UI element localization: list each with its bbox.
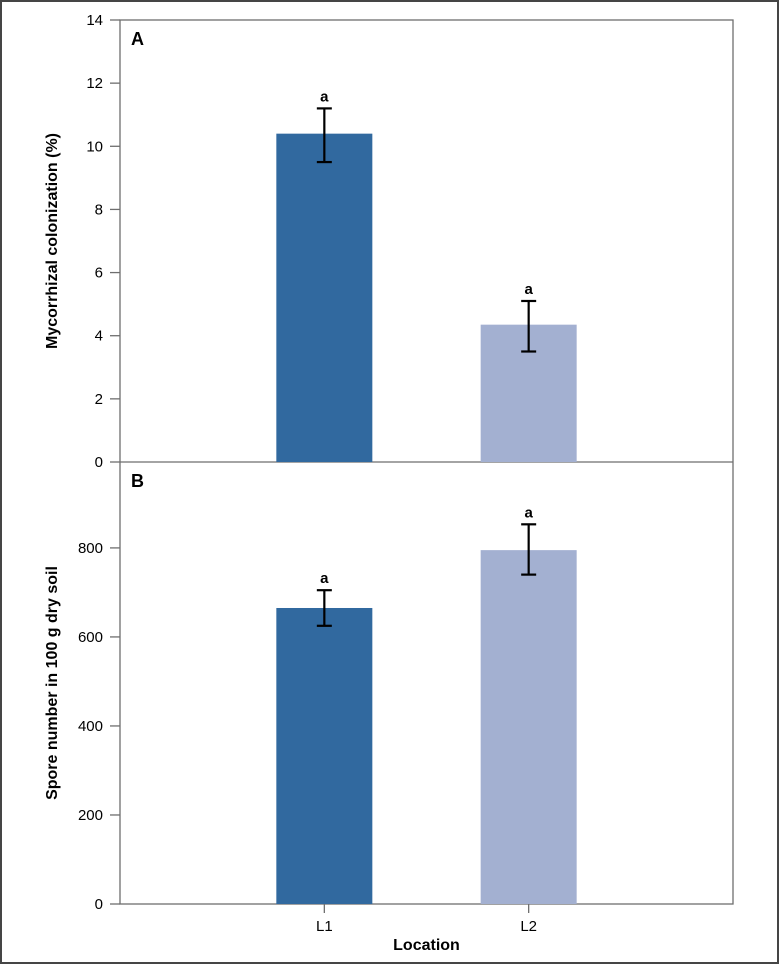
y-axis-title: Mycorrhizal colonization (%): [44, 133, 61, 349]
y-axis-tick-label: 800: [78, 540, 103, 557]
y-axis-tick-label: 0: [95, 896, 103, 913]
y-axis-tick-label: 2: [95, 391, 103, 408]
x-axis-title: Location: [393, 937, 460, 954]
bar-B-L2: [480, 550, 577, 904]
y-axis-tick-label: 400: [78, 718, 103, 735]
y-axis-tick-label: 200: [78, 807, 103, 824]
y-axis-tick-label: 12: [86, 75, 103, 92]
y-axis-tick-label: 0: [95, 454, 103, 471]
y-axis-title: Spore number in 100 g dry soil: [44, 566, 61, 800]
panel-letter: A: [131, 29, 144, 49]
bar-A-L1: [276, 133, 373, 462]
y-axis-tick-label: 14: [86, 12, 103, 29]
y-axis-tick-label: 4: [95, 328, 103, 345]
bar-B-L1: [276, 607, 373, 904]
significance-letter: a: [320, 88, 329, 105]
y-axis-tick-label: 8: [95, 201, 103, 218]
significance-letter: a: [524, 504, 533, 521]
significance-letter: a: [320, 570, 329, 587]
y-axis-tick-label: 600: [78, 629, 103, 646]
significance-letter: a: [524, 281, 533, 298]
y-axis-tick-label: 10: [86, 138, 103, 155]
x-axis-category-label: L1: [316, 918, 333, 935]
x-axis-category-label: L2: [520, 918, 537, 935]
y-axis-tick-label: 6: [95, 265, 103, 282]
panel-letter: B: [131, 471, 144, 491]
